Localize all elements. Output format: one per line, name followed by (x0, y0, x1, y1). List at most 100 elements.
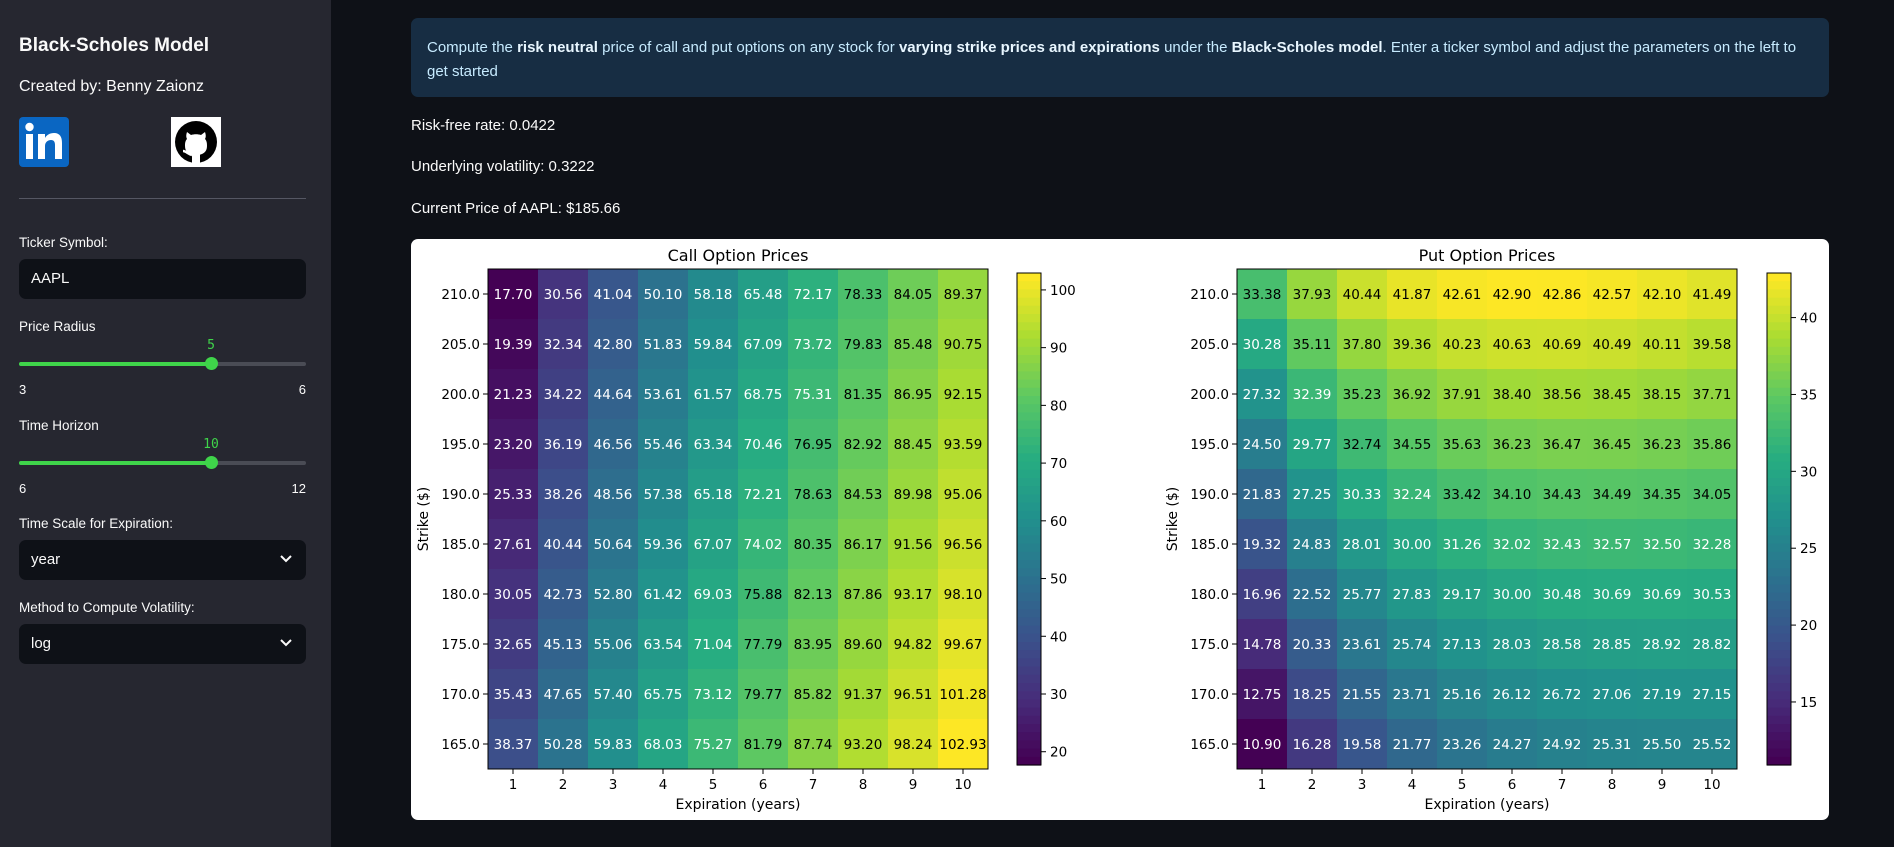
price-radius-slider[interactable]: 5 3 6 (19, 338, 306, 397)
y-tick-label: 165.0 (1190, 737, 1229, 753)
cell-value-label: 81.79 (744, 737, 783, 753)
cell-value-label: 27.19 (1643, 687, 1682, 703)
plot-frame (487, 268, 989, 770)
cell-value-label: 25.77 (1343, 587, 1382, 603)
time-scale-select[interactable]: year (19, 540, 306, 580)
cell-value-label: 57.38 (644, 487, 683, 503)
cell-value-label: 27.83 (1393, 587, 1432, 603)
chart-title: Call Option Prices (668, 246, 809, 265)
colorbar-segment (1017, 674, 1041, 684)
cell-value-label: 21.83 (1243, 487, 1282, 503)
colorbar-tick-label: 50 (1050, 572, 1067, 588)
colorbar-segment (1017, 322, 1041, 331)
heatmap-cell (538, 719, 589, 770)
heatmap-cell (1237, 419, 1288, 470)
cell-value-label: 19.32 (1243, 537, 1282, 553)
y-tick-label: 210.0 (441, 287, 480, 303)
vol-method-select[interactable]: log (19, 624, 306, 664)
ticker-input[interactable]: AAPL (19, 259, 306, 299)
colorbar-segment (1017, 486, 1041, 495)
colorbar-segment (1767, 756, 1791, 766)
colorbar-segment (1767, 379, 1791, 389)
heatmap-cell (688, 419, 739, 470)
github-icon[interactable] (171, 117, 221, 167)
heatmap-cell (788, 469, 839, 520)
heatmap-cell (688, 719, 739, 770)
colorbar-tick-label: 35 (1800, 387, 1817, 403)
cell-value-label: 55.06 (594, 637, 633, 653)
cell-value-label: 34.43 (1543, 487, 1582, 503)
cell-value-label: 14.78 (1243, 637, 1282, 653)
slider-max: 6 (298, 382, 306, 397)
heatmap-cell (1337, 519, 1388, 570)
colorbar-segment (1017, 732, 1041, 741)
heatmap-cell (788, 569, 839, 620)
heatmap-cell (738, 419, 789, 470)
heatmap-cell (1337, 369, 1388, 420)
y-tick-label: 205.0 (441, 337, 480, 353)
colorbar-segment (1017, 412, 1041, 422)
cell-value-label: 28.58 (1543, 637, 1582, 653)
cell-value-label: 72.21 (744, 487, 783, 503)
cell-value-label: 28.85 (1593, 637, 1632, 653)
colorbar-tick-label: 15 (1800, 695, 1817, 711)
slider-handle[interactable] (205, 357, 218, 370)
chart-title: Put Option Prices (1419, 246, 1556, 265)
heatmap-cell (1387, 619, 1438, 670)
cell-value-label: 29.17 (1443, 587, 1482, 603)
colorbar-segment (1017, 355, 1041, 364)
heatmap-cell (938, 669, 989, 720)
heatmap-cell (1687, 319, 1738, 370)
time-horizon-slider[interactable]: 10 6 12 (19, 437, 306, 496)
cell-value-label: 63.54 (644, 637, 683, 653)
colorbar-segment (1767, 568, 1791, 577)
linkedin-icon[interactable] (19, 117, 69, 167)
heatmap-cell (1487, 469, 1538, 520)
heatmap-cell (538, 669, 589, 720)
heatmap-cell (1337, 469, 1388, 520)
heatmap-cell (638, 669, 689, 720)
cell-value-label: 33.38 (1243, 287, 1282, 303)
heatmap-cell (1587, 369, 1638, 420)
colorbar-segment (1017, 724, 1041, 733)
cell-value-label: 59.83 (594, 737, 633, 753)
cell-value-label: 39.58 (1693, 337, 1732, 353)
cell-value-label: 67.09 (744, 337, 783, 353)
info-text: price of call and put options on any sto… (597, 39, 899, 56)
cell-value-label: 74.02 (744, 537, 783, 553)
cell-value-label: 86.95 (894, 387, 933, 403)
heatmap-cell (688, 319, 739, 370)
cell-value-label: 88.45 (894, 437, 933, 453)
colorbar-segment (1767, 305, 1791, 315)
heatmap-cell (588, 369, 639, 420)
y-tick-label: 180.0 (1190, 587, 1229, 603)
colorbar-segment (1017, 715, 1041, 725)
heatmap-cell (888, 719, 939, 770)
info-text: under the (1159, 39, 1232, 56)
colorbar-segment (1017, 617, 1041, 627)
colorbar-segment (1767, 297, 1791, 307)
cell-value-label: 86.17 (844, 537, 883, 553)
colorbar-segment (1767, 445, 1791, 454)
y-tick-label: 190.0 (441, 487, 480, 503)
x-tick-label: 3 (609, 777, 618, 793)
heatmap-cell (1237, 719, 1288, 770)
heatmap-cell (1437, 669, 1488, 720)
heatmap-cell (788, 669, 839, 720)
cell-value-label: 30.05 (494, 587, 533, 603)
colorbar-segment (1767, 437, 1791, 446)
heatmap-cell (1687, 369, 1738, 420)
cell-value-label: 36.23 (1493, 437, 1532, 453)
colorbar-segment (1767, 461, 1791, 471)
heatmap-cell (538, 319, 589, 370)
heatmap-cell (488, 419, 539, 470)
colorbar-segment (1017, 346, 1041, 356)
heatmap-cell (788, 519, 839, 570)
colorbar-segment (1767, 371, 1791, 381)
slider-handle[interactable] (205, 456, 218, 469)
heatmap-cell (1487, 719, 1538, 770)
cell-value-label: 24.50 (1243, 437, 1282, 453)
heatmap-cell (888, 369, 939, 420)
cell-value-label: 38.40 (1493, 387, 1532, 403)
cell-value-label: 36.92 (1393, 387, 1432, 403)
